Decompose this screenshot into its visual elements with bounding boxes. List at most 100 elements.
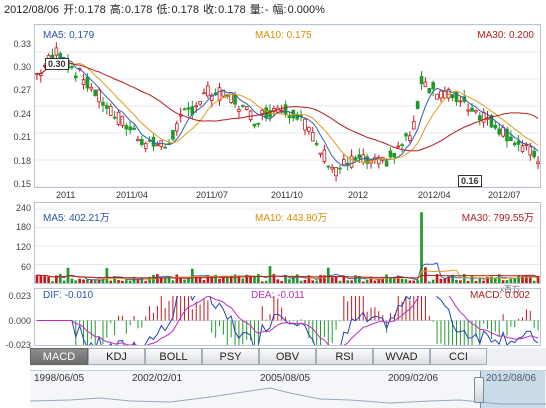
volume-bar xyxy=(346,280,350,283)
candle-body xyxy=(256,122,261,125)
volume-bar xyxy=(455,279,458,283)
volume-chart-panel[interactable]: MA5: 402.21万 MA10: 443.80万 MA30: 799.55万 xyxy=(34,202,541,284)
macd-chart[interactable] xyxy=(35,296,540,345)
volume-bar xyxy=(521,275,524,283)
volume-bar xyxy=(222,276,225,283)
candle-body xyxy=(474,109,478,113)
tab-psy[interactable]: PSY xyxy=(202,348,259,365)
volume-bar xyxy=(319,274,322,283)
candle-body xyxy=(252,123,257,127)
candle-body xyxy=(198,101,202,105)
candle-body xyxy=(415,101,420,110)
volume-bar xyxy=(179,277,183,283)
candle-body xyxy=(365,156,369,164)
candle-body xyxy=(318,152,323,155)
candle-body xyxy=(310,132,315,142)
volume-bar xyxy=(474,280,478,283)
volume-bar xyxy=(392,277,396,283)
timeline-selection[interactable] xyxy=(480,371,545,408)
volume-bars[interactable] xyxy=(35,203,540,283)
volume-bar xyxy=(323,275,326,283)
volume-bar xyxy=(482,280,486,283)
quote-header: 2012/08/06 开:0.178 高:0.178 低:0.178 收:0.1… xyxy=(4,4,325,16)
candle-body xyxy=(411,121,416,130)
volume-bar xyxy=(257,273,260,283)
candle-body xyxy=(528,146,533,156)
tab-wvad[interactable]: WVAD xyxy=(373,348,430,365)
volume-bar xyxy=(214,274,217,283)
volume-bar xyxy=(253,276,256,283)
min-price-label: 0.16 xyxy=(458,175,482,187)
candle-body xyxy=(206,85,210,97)
candle-body xyxy=(85,76,90,89)
candle-body xyxy=(50,54,55,59)
volume-bar xyxy=(439,278,443,283)
price-ma5-label: MA5: 0.179 xyxy=(43,30,95,41)
quote-date: 2012/08/06 xyxy=(4,4,60,16)
volume-bar xyxy=(501,280,505,283)
candle-body xyxy=(345,162,350,166)
tab-kdj[interactable]: KDJ xyxy=(88,348,145,365)
candle-body xyxy=(132,127,136,131)
candle-body xyxy=(481,112,486,123)
max-price-label: 0.30 xyxy=(45,58,69,70)
volume-bar xyxy=(517,275,520,283)
tab-boll[interactable]: BOLL xyxy=(145,348,202,365)
volume-bar xyxy=(62,280,66,283)
volume-bar xyxy=(528,276,532,283)
volume-bar xyxy=(241,278,245,283)
tab-macd[interactable]: MACD xyxy=(30,348,88,365)
tab-obv[interactable]: OBV xyxy=(259,348,316,365)
candle-body xyxy=(330,166,334,170)
volume-bar xyxy=(350,280,353,283)
volume-bar xyxy=(466,280,470,283)
candle-body xyxy=(217,87,222,102)
volume-bar xyxy=(121,280,124,283)
volume-bar xyxy=(354,275,357,283)
timeline-left-handle[interactable] xyxy=(474,377,484,403)
timeline-navigator[interactable]: 1998/06/05 2002/02/01 2005/08/05 2009/02… xyxy=(30,370,546,408)
volume-bar xyxy=(396,275,400,283)
candle-body xyxy=(81,79,86,85)
volume-bar xyxy=(47,276,50,283)
volume-ma30-label: MA30: 799.55万 xyxy=(461,213,534,224)
volume-bar xyxy=(39,275,43,283)
volume-bar xyxy=(338,280,342,283)
volume-bar xyxy=(288,279,291,283)
macd-chart-panel[interactable]: DIF: -0.010 DEA: -0.011 MACD: 0.002 xyxy=(34,288,541,346)
candle-body xyxy=(283,104,288,115)
candle-body xyxy=(174,123,179,132)
volume-bar xyxy=(295,274,299,283)
candle-body xyxy=(233,94,237,105)
candle-body xyxy=(221,89,226,97)
candle-body xyxy=(89,86,94,90)
volume-bar xyxy=(513,278,517,283)
volume-bar xyxy=(459,280,462,283)
candle-body xyxy=(450,94,455,99)
tab-rsi[interactable]: RSI xyxy=(316,348,373,365)
volume-bar xyxy=(497,274,501,283)
candle-body xyxy=(470,107,474,112)
volume-bar xyxy=(420,212,423,283)
candle-body xyxy=(54,47,59,56)
volume-bar xyxy=(385,274,388,283)
candle-body xyxy=(248,110,253,121)
candle-body xyxy=(388,150,393,158)
candlestick-chart[interactable] xyxy=(35,25,540,187)
volume-bar xyxy=(175,274,179,283)
volume-value: - xyxy=(264,4,269,16)
volume-bar xyxy=(210,275,214,283)
candle-body xyxy=(202,92,206,95)
candle-body xyxy=(116,111,121,125)
volume-bar xyxy=(233,274,237,283)
volume-bar xyxy=(377,279,381,283)
candle-body xyxy=(241,104,245,107)
candle-body xyxy=(143,142,148,149)
candle-body xyxy=(376,157,381,165)
timeline-sparkline xyxy=(30,387,546,405)
volume-bar xyxy=(117,280,120,283)
candle-body xyxy=(128,126,132,131)
tab-cci[interactable]: CCI xyxy=(430,348,487,365)
volume-bar xyxy=(342,275,346,283)
volume-bar xyxy=(478,278,482,283)
